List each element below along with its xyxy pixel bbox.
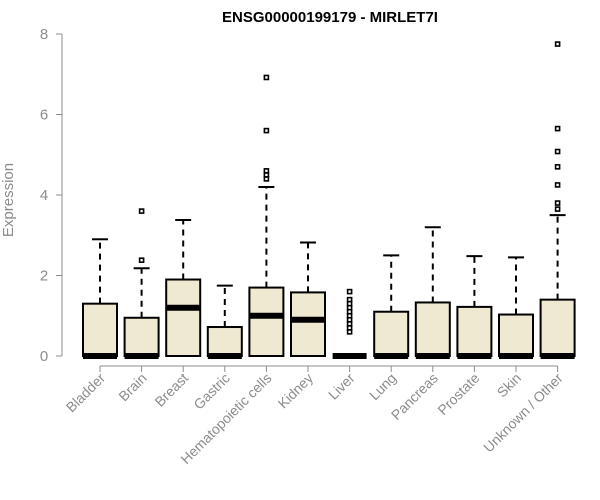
box-breast bbox=[165, 218, 202, 357]
outlier-point bbox=[263, 74, 270, 81]
x-tick-label: Brain bbox=[115, 370, 149, 404]
outlier-point bbox=[263, 127, 270, 134]
box-iqr bbox=[373, 310, 410, 358]
box-kidney bbox=[290, 241, 326, 357]
y-axis: 0 2 4 6 8 bbox=[40, 26, 63, 365]
outlier-point bbox=[138, 257, 145, 264]
box-iqr bbox=[206, 326, 243, 357]
box-pancreas bbox=[414, 226, 451, 359]
x-tick-label: Liver bbox=[325, 370, 358, 403]
box-iqr bbox=[414, 301, 451, 357]
box-unknown-other bbox=[539, 41, 576, 359]
box-brain bbox=[123, 208, 160, 359]
outlier-point bbox=[263, 168, 270, 174]
box-liver bbox=[332, 288, 367, 359]
box-iqr bbox=[290, 291, 326, 357]
y-tick-label: 2 bbox=[40, 268, 48, 285]
y-tick-label: 8 bbox=[40, 26, 48, 43]
outlier-point bbox=[554, 148, 561, 155]
box-prostate bbox=[456, 255, 493, 359]
outlier-point bbox=[554, 125, 561, 132]
x-tick-label: Bladder bbox=[63, 370, 109, 416]
outlier-point bbox=[346, 296, 353, 303]
box-iqr bbox=[456, 305, 493, 357]
box-iqr bbox=[123, 316, 160, 358]
x-tick-label: Prostate bbox=[434, 370, 482, 418]
x-tick-label: Kidney bbox=[275, 370, 317, 412]
y-axis-label: Expression bbox=[0, 163, 17, 237]
box-hematopoietic-cells bbox=[248, 74, 285, 358]
outlier-point bbox=[554, 182, 561, 188]
box-iqr bbox=[539, 298, 576, 357]
box-lung bbox=[373, 254, 410, 359]
x-tick-label: Skin bbox=[494, 370, 525, 401]
y-tick-label: 6 bbox=[40, 107, 48, 124]
box-skin bbox=[498, 256, 534, 359]
chart-title: ENSG00000199179 - MIRLET7I bbox=[222, 9, 438, 26]
box-iqr bbox=[82, 302, 118, 357]
outlier-point bbox=[554, 164, 561, 170]
y-tick-label: 0 bbox=[40, 348, 48, 365]
box-iqr bbox=[248, 286, 285, 358]
x-tick-label: Unknown / Other bbox=[480, 370, 566, 456]
box-iqr bbox=[498, 313, 534, 358]
boxes-group bbox=[82, 41, 576, 359]
y-tick-label: 4 bbox=[40, 187, 48, 204]
outlier-point bbox=[138, 208, 145, 214]
x-tick-label: Breast bbox=[151, 370, 191, 410]
outlier-point bbox=[554, 200, 561, 206]
x-tick-label: Lung bbox=[366, 370, 399, 403]
box-bladder bbox=[82, 238, 118, 359]
outlier-point bbox=[554, 41, 561, 47]
outlier-point bbox=[346, 288, 353, 295]
box-gastric bbox=[206, 284, 243, 359]
outlier-point bbox=[554, 206, 561, 212]
box-iqr bbox=[165, 278, 202, 357]
